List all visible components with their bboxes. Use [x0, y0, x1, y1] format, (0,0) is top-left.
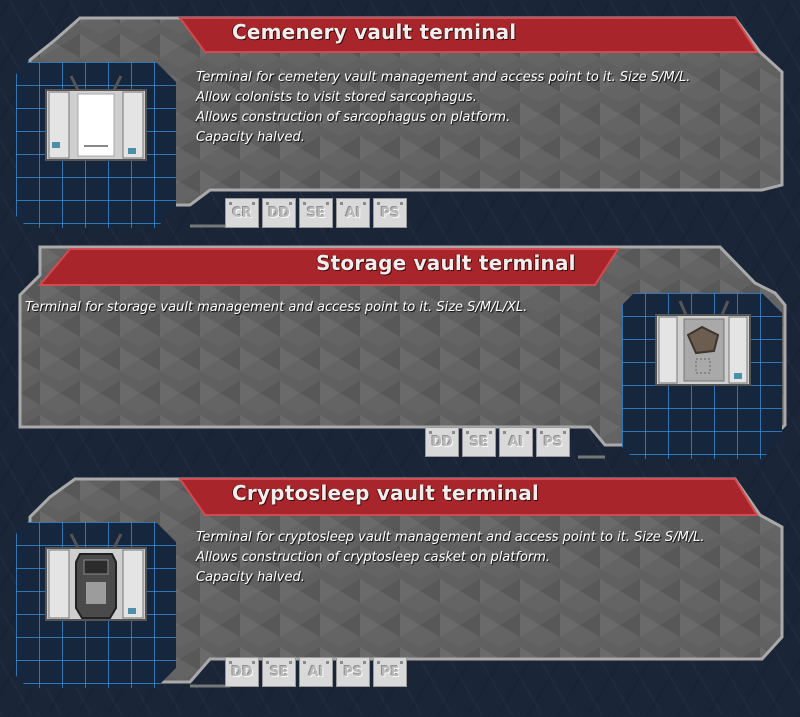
tag-badge: SE — [462, 427, 496, 457]
tag-badge: AI — [336, 198, 370, 228]
description-line: Terminal for cemetery vault management a… — [196, 70, 691, 85]
panel-cemetery-vault: Cemenery vault terminal Terminal for cem… — [0, 0, 800, 240]
tag-badge: SE — [262, 657, 296, 687]
tag-badge: PS — [536, 427, 570, 457]
tag-badge: DD — [262, 198, 296, 228]
cryptosleep-terminal-icon — [16, 522, 176, 688]
description-line: Allow colonists to visit stored sarcopha… — [196, 90, 477, 105]
tag-badge: AI — [299, 657, 333, 687]
panel-title: Cemenery vault terminal — [232, 20, 517, 44]
description-line: Allows construction of sarcophagus on pl… — [196, 110, 511, 125]
description-line: Capacity halved. — [196, 130, 305, 145]
panel-description: Terminal for cryptosleep vault managemen… — [196, 528, 705, 588]
description-line: Terminal for cryptosleep vault managemen… — [196, 530, 705, 545]
tag-badge: PS — [373, 198, 407, 228]
tag-badge: AI — [499, 427, 533, 457]
tag-badge: DD — [225, 657, 259, 687]
panel-title: Cryptosleep vault terminal — [232, 481, 539, 505]
panel-title: Storage vault terminal — [316, 251, 576, 275]
panel-storage-vault: Storage vault terminal Terminal for stor… — [0, 245, 800, 485]
panel-frame — [28, 16, 784, 228]
panel-cryptosleep-vault: Cryptosleep vault terminal Terminal for … — [0, 477, 800, 717]
sarcophagus-terminal-icon — [16, 62, 176, 228]
panel-frame — [28, 477, 784, 688]
tag-badge: DD — [425, 427, 459, 457]
tag-list: DD SE AI PS PE — [225, 657, 407, 687]
description-line: Allows construction of cryptosleep caske… — [196, 550, 551, 565]
description-line: Capacity halved. — [196, 570, 305, 585]
panel-frame — [18, 245, 787, 459]
tag-badge: CR — [225, 198, 259, 228]
tag-badge: PE — [373, 657, 407, 687]
panel-description: Terminal for storage vault management an… — [25, 298, 527, 318]
tag-list: CR DD SE AI PS — [225, 198, 407, 228]
tag-list: DD SE AI PS — [425, 427, 570, 457]
panel-description: Terminal for cemetery vault management a… — [196, 68, 690, 148]
tag-badge: PS — [336, 657, 370, 687]
tag-badge: SE — [299, 198, 333, 228]
description-line: Terminal for storage vault management an… — [25, 300, 528, 315]
storage-terminal-icon — [622, 293, 782, 459]
